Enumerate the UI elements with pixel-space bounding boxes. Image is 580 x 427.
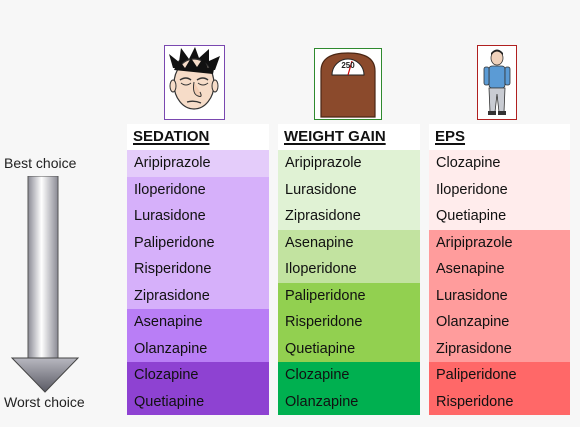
- worst-choice-label: Worst choice: [4, 394, 85, 410]
- sedation-column: SEDATION Aripiprazole Iloperidone Lurasido…: [127, 124, 269, 415]
- drug-cell: Risperidone: [429, 388, 570, 415]
- drug-cell: Asenapine: [429, 256, 570, 283]
- drug-cell: Paliperidone: [278, 282, 420, 309]
- drug-cell: Olanzapine: [127, 335, 269, 362]
- drug-cell: Lurasidone: [429, 282, 570, 309]
- eps-column: EPS Clozapine Iloperidone Quetiapine Aripip…: [429, 124, 570, 415]
- drowsy-face-icon: [169, 47, 220, 110]
- drug-cell: Paliperidone: [127, 229, 269, 256]
- drug-cell: Asenapine: [278, 229, 420, 256]
- scale-reading: 250: [341, 61, 355, 70]
- drug-cell: Clozapine: [429, 150, 570, 177]
- eps-header: EPS: [429, 124, 570, 150]
- drug-cell: Quetiapine: [127, 388, 269, 415]
- drug-cell: Paliperidone: [429, 362, 570, 389]
- sedation-icon-frame: [164, 45, 225, 120]
- eps-list: Clozapine Iloperidone Quetiapine Aripiprazo…: [429, 150, 570, 415]
- weight-gain-icon-frame: 250: [314, 48, 382, 120]
- best-choice-label: Best choice: [4, 155, 77, 171]
- eps-icon-frame: [477, 45, 517, 120]
- drug-cell: Lurasidone: [278, 176, 420, 203]
- drug-cell: Aripiprazole: [429, 229, 570, 256]
- stiff-person-icon: [483, 49, 511, 115]
- drug-cell: Risperidone: [278, 309, 420, 336]
- drug-cell: Clozapine: [127, 362, 269, 389]
- drug-cell: Clozapine: [278, 362, 420, 389]
- drug-cell: Asenapine: [127, 309, 269, 336]
- weight-gain-list: Aripiprazole Lurasidone Ziprasidone Asenapi…: [278, 150, 420, 415]
- drug-cell: Ziprasidone: [278, 203, 420, 230]
- drug-cell: Aripiprazole: [278, 150, 420, 177]
- weighing-scale-icon: [320, 52, 376, 118]
- weight-gain-header: WEIGHT GAIN: [278, 124, 420, 150]
- down-arrow-icon: [10, 176, 80, 393]
- drug-cell: Quetiapine: [278, 335, 420, 362]
- drug-cell: Ziprasidone: [429, 335, 570, 362]
- drug-cell: Quetiapine: [429, 203, 570, 230]
- sedation-header: SEDATION: [127, 124, 269, 150]
- drug-cell: Ziprasidone: [127, 282, 269, 309]
- drug-cell: Iloperidone: [429, 176, 570, 203]
- drug-cell: Iloperidone: [278, 256, 420, 283]
- drug-cell: Olanzapine: [429, 309, 570, 336]
- drug-cell: Lurasidone: [127, 203, 269, 230]
- drug-cell: Risperidone: [127, 256, 269, 283]
- drug-cell: Aripiprazole: [127, 150, 269, 177]
- sedation-list: Aripiprazole Iloperidone Lurasidone Paliper…: [127, 150, 269, 415]
- drug-cell: Iloperidone: [127, 176, 269, 203]
- weight-gain-column: WEIGHT GAIN Aripiprazole Lurasidone Zipras…: [278, 124, 420, 415]
- drug-cell: Olanzapine: [278, 388, 420, 415]
